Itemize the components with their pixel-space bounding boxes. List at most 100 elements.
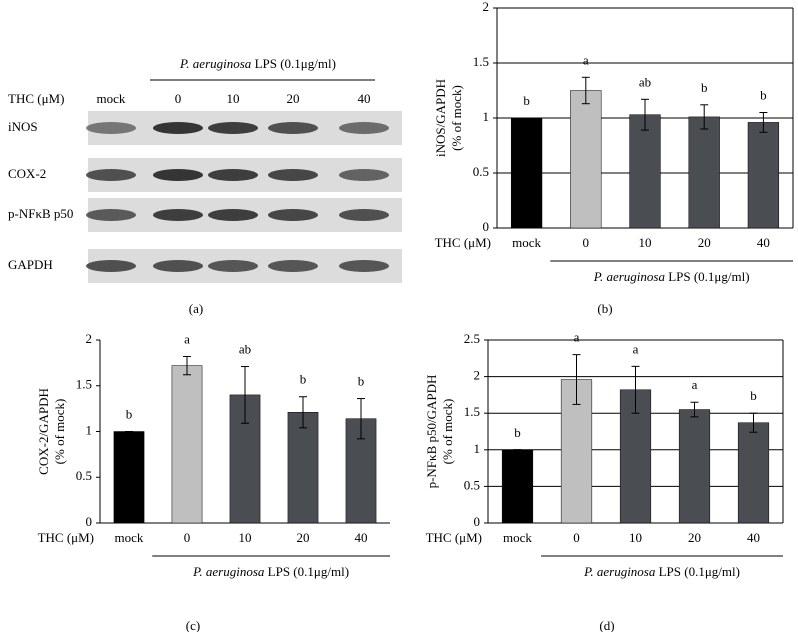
lane-label: 10 xyxy=(227,91,240,106)
bar xyxy=(510,117,543,229)
y-axis-title-line: COX-2/GAPDH xyxy=(36,388,51,475)
y-axis-title-unit: (% of mock) xyxy=(52,399,67,465)
bar xyxy=(737,422,770,524)
blot-row-label: iNOS xyxy=(8,119,38,134)
y-tick-label: 1 xyxy=(86,422,93,437)
blot-band xyxy=(153,122,203,134)
blot-band xyxy=(339,169,389,181)
bar xyxy=(171,365,203,524)
bar xyxy=(113,431,145,524)
error-bar xyxy=(641,98,649,131)
blot-treatment: P. aeruginosa LPS (0.1μg/ml) xyxy=(179,56,336,71)
species: P. aeruginosa xyxy=(583,564,656,579)
lane-label: mock xyxy=(97,91,126,106)
x-tick-label: 0 xyxy=(184,530,191,545)
bar xyxy=(747,122,780,229)
significance-letter: b xyxy=(760,87,767,102)
treatment: LPS (0.1μg/ml) xyxy=(668,269,749,284)
bar xyxy=(678,409,711,524)
caption: (d) xyxy=(599,618,614,632)
error-bar xyxy=(183,355,191,376)
blot-band xyxy=(153,209,203,221)
blot-band xyxy=(208,260,258,272)
blot-band xyxy=(86,209,136,221)
caption: (c) xyxy=(186,618,200,632)
significance-letter: ab xyxy=(639,74,651,89)
significance-letter: b xyxy=(523,93,530,108)
significance-letter: b xyxy=(358,374,365,389)
y-axis-title-line: iNOS/GAPDH xyxy=(433,79,448,157)
blot-row-label: COX-2 xyxy=(8,166,46,181)
y-tick-label: 2.5 xyxy=(464,331,480,346)
y-tick-label: 1.5 xyxy=(473,54,489,69)
error-bar xyxy=(299,396,307,429)
y-axis-title: p-NFκB p50/GAPDH (% of mock) xyxy=(424,375,455,489)
thc-label: THC (μM) xyxy=(8,91,64,106)
blot-band xyxy=(208,209,258,221)
x-axis-title: THC (μM) xyxy=(38,530,94,545)
y-tick-label: 2 xyxy=(483,0,490,14)
caption: (b) xyxy=(597,301,612,316)
group-label: P. aeruginosa LPS (0.1μg/ml) xyxy=(192,564,349,579)
blot-band xyxy=(86,260,136,272)
blot-band xyxy=(208,122,258,134)
x-tick-label: mock xyxy=(503,530,532,545)
bar xyxy=(501,449,534,524)
significance-letter: b xyxy=(701,80,708,95)
bar xyxy=(629,114,661,229)
error-bar xyxy=(572,354,581,405)
error-bar xyxy=(759,112,768,133)
significance-letter: a xyxy=(574,330,580,345)
x-tick-label: 20 xyxy=(297,530,310,545)
x-tick-label: 10 xyxy=(639,235,652,250)
y-axis-title-unit: (% of mock) xyxy=(449,85,464,151)
y-tick-label: 1 xyxy=(474,441,481,456)
y-tick-label: 0 xyxy=(483,219,490,234)
lane-label: 0 xyxy=(175,91,182,106)
blot-band xyxy=(339,209,389,221)
x-tick-label: 40 xyxy=(747,530,760,545)
error-bar xyxy=(581,76,590,105)
species: P. aeruginosa xyxy=(179,56,252,71)
significance-letter: b xyxy=(300,372,307,387)
blot-band xyxy=(268,122,318,134)
blot-band xyxy=(268,260,318,272)
y-tick-label: 0.5 xyxy=(473,164,489,179)
bar xyxy=(570,90,602,229)
blot-band xyxy=(339,122,389,134)
treatment: LPS (0.1μg/ml) xyxy=(255,56,336,71)
species: P. aeruginosa xyxy=(593,269,666,284)
x-axis-title: THC (μM) xyxy=(435,235,491,250)
significance-letter: a xyxy=(184,331,190,346)
significance-letter: b xyxy=(750,388,757,403)
error-bar xyxy=(690,401,699,418)
significance-letter: a xyxy=(633,341,639,356)
treatment: LPS (0.1μg/ml) xyxy=(659,564,740,579)
blot-band xyxy=(208,169,258,181)
blot-band xyxy=(268,169,318,181)
blot-row-label: GAPDH xyxy=(8,257,53,272)
blot-band xyxy=(339,260,389,272)
y-tick-label: 0.5 xyxy=(76,468,92,483)
significance-letter: ab xyxy=(239,342,251,357)
x-tick-label: 20 xyxy=(688,530,701,545)
significance-letter: b xyxy=(126,406,133,421)
treatment: LPS (0.1μg/ml) xyxy=(268,564,349,579)
x-tick-label: mock xyxy=(115,530,144,545)
x-tick-label: 0 xyxy=(573,530,580,545)
error-bar xyxy=(241,366,249,424)
blot-band xyxy=(86,169,136,181)
error-bar xyxy=(700,104,709,130)
error-bar xyxy=(357,398,365,440)
y-tick-label: 2 xyxy=(86,331,93,346)
y-axis-title: iNOS/GAPDH (% of mock) xyxy=(433,79,464,157)
blot-band xyxy=(268,209,318,221)
y-axis-title-unit: (% of mock) xyxy=(440,399,455,465)
lane-label: 40 xyxy=(358,91,371,106)
y-tick-label: 1.5 xyxy=(76,377,92,392)
significance-letter: a xyxy=(692,377,698,392)
x-tick-label: 0 xyxy=(583,235,590,250)
group-label: P. aeruginosa LPS (0.1μg/ml) xyxy=(593,269,750,284)
blot-band xyxy=(153,169,203,181)
